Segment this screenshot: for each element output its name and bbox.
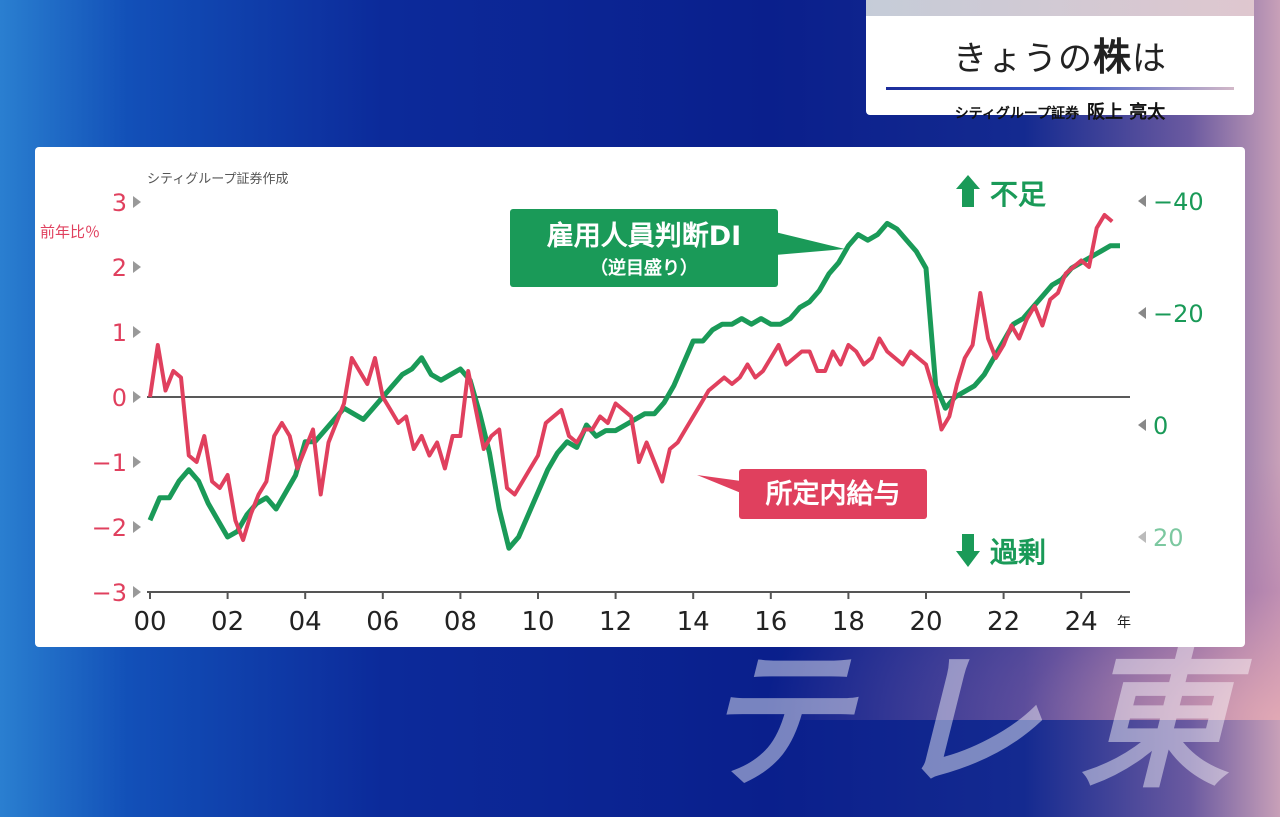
title-part-c: は — [1132, 39, 1167, 79]
x-tick-label: 04 — [289, 607, 322, 637]
right-tick-label: −20 — [1153, 300, 1204, 328]
series-label-di: 雇用人員判断DI — [547, 220, 741, 252]
guest-caption: シティグループ証券 阪上 亮太 — [866, 98, 1254, 124]
right-tick-label: 0 — [1153, 412, 1168, 440]
top-note-shortage: 不足 — [990, 178, 1046, 211]
di-callout-box — [510, 209, 778, 287]
left-tick-marker — [133, 261, 141, 273]
right-tick-label: 20 — [1153, 524, 1184, 552]
left-tick-label: −3 — [92, 579, 127, 607]
program-title-box: きょうの株は シティグループ証券 阪上 亮太 — [866, 0, 1254, 123]
series-line-wage — [148, 213, 1114, 542]
left-tick-marker — [133, 326, 141, 338]
left-tick-marker — [133, 196, 141, 208]
right-tick-label: −40 — [1153, 188, 1204, 216]
right-tick-marker — [1138, 307, 1146, 319]
guest-name: 阪上 亮太 — [1087, 102, 1166, 123]
left-tick-label: 3 — [112, 189, 127, 217]
program-title: きょうの株は — [866, 26, 1254, 81]
left-axis-unit: 前年比％ — [40, 223, 100, 241]
x-tick-label: 08 — [444, 607, 477, 637]
x-axis-unit: 年 — [1117, 615, 1131, 631]
left-tick-marker — [133, 586, 141, 598]
x-tick-label: 22 — [987, 607, 1020, 637]
left-tick-marker — [133, 391, 141, 403]
x-tick-label: 02 — [211, 607, 244, 637]
guest-organization: シティグループ証券 — [954, 106, 1080, 122]
left-tick-label: 0 — [112, 384, 127, 412]
x-tick-label: 10 — [521, 607, 554, 637]
title-part-a: きょうの — [952, 39, 1093, 79]
right-tick-marker — [1138, 195, 1146, 207]
x-tick-label: 18 — [832, 607, 865, 637]
left-tick-label: 1 — [112, 319, 127, 347]
chart-panel: シティグループ証券作成 前年比％ 3 2 1 0 −1 −2 −3 −40 −20 0 20 00 02 04… — [35, 147, 1245, 647]
right-tick-marker — [1138, 419, 1146, 431]
up-arrow-icon — [956, 175, 980, 207]
left-tick-label: −2 — [92, 514, 127, 542]
x-tick-label: 24 — [1065, 607, 1098, 637]
title-topbar — [866, 0, 1254, 16]
x-tick-label: 06 — [366, 607, 399, 637]
series-label-di-note: （逆目盛り） — [590, 257, 698, 279]
wage-callout-box — [739, 469, 927, 519]
chart-source-note: シティグループ証券作成 — [147, 171, 288, 187]
series-label-wage: 所定内給与 — [766, 478, 901, 510]
down-arrow-icon — [956, 534, 980, 567]
x-tick-label: 14 — [677, 607, 710, 637]
x-tick-label: 12 — [599, 607, 632, 637]
left-tick-marker — [133, 521, 141, 533]
left-tick-label: 2 — [112, 254, 127, 282]
title-divider — [886, 87, 1234, 90]
wage-callout-pointer — [697, 475, 741, 493]
x-tick-label: 00 — [133, 607, 166, 637]
di-callout-pointer — [775, 232, 845, 255]
x-tick-label: 16 — [754, 607, 787, 637]
series-line-di — [147, 220, 1120, 551]
right-tick-marker — [1138, 531, 1146, 543]
bottom-note-surplus: 過剰 — [990, 536, 1046, 569]
title-part-b: 株 — [1092, 35, 1132, 79]
left-tick-label: −1 — [92, 449, 127, 477]
x-tick-label: 20 — [909, 607, 942, 637]
left-tick-marker — [133, 456, 141, 468]
